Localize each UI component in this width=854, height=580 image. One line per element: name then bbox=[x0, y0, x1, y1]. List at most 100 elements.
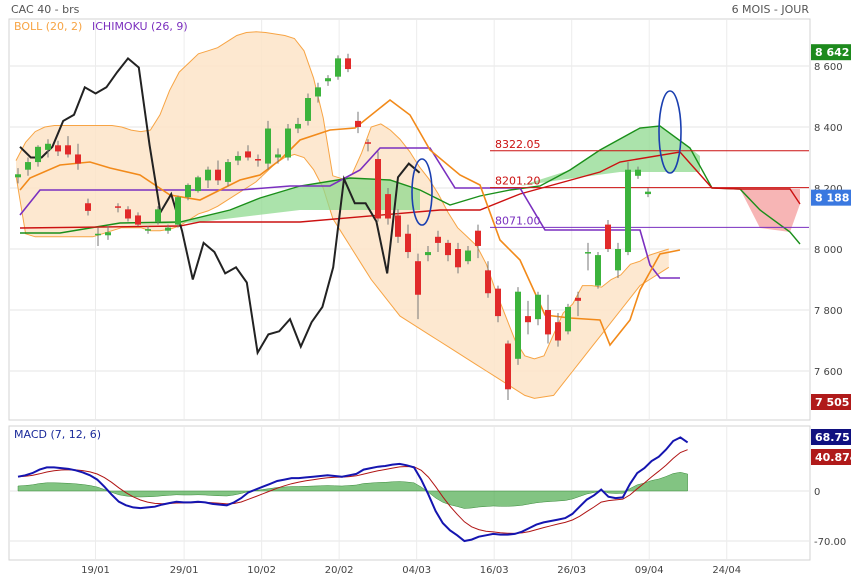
x-tick-label: 19/01 bbox=[81, 565, 110, 576]
candle-body bbox=[645, 191, 651, 195]
candle-body bbox=[155, 209, 161, 222]
candle-body bbox=[505, 343, 511, 390]
candle-body bbox=[475, 230, 481, 246]
price-series bbox=[19, 56, 421, 356]
level-label: 8071.00 bbox=[495, 214, 541, 227]
candle-body bbox=[525, 316, 531, 323]
candle-body bbox=[425, 252, 431, 256]
x-tick-label: 20/02 bbox=[325, 565, 354, 576]
candle-body bbox=[115, 206, 121, 208]
candle-body bbox=[45, 143, 51, 150]
candle-body bbox=[255, 159, 261, 161]
candle-body bbox=[405, 233, 411, 253]
value-tags: 8 642 8 188 7 505 68.75 40.874 bbox=[811, 44, 854, 465]
candle-body bbox=[205, 169, 211, 181]
x-tick-label: 09/04 bbox=[635, 565, 664, 576]
y-tick-label: 7 600 bbox=[814, 367, 843, 378]
candle-body bbox=[595, 255, 601, 286]
candle-body bbox=[575, 297, 581, 301]
tenkan-sen bbox=[19, 98, 681, 347]
candle-body bbox=[175, 197, 181, 225]
candle-body bbox=[295, 123, 301, 129]
candle-body bbox=[355, 120, 361, 127]
y-tick-label: 8 200 bbox=[814, 184, 843, 195]
candle-body bbox=[385, 194, 391, 219]
macd-signal-line bbox=[17, 449, 688, 534]
candle-body bbox=[65, 145, 71, 155]
candle-body bbox=[225, 162, 231, 182]
price-line bbox=[19, 56, 421, 356]
tag-macd-bg bbox=[811, 429, 851, 445]
price-levels: 8322.05 8201.20 8071.00 bbox=[490, 138, 809, 228]
candle-body bbox=[85, 203, 91, 211]
candle-body bbox=[375, 159, 381, 219]
candle-body bbox=[565, 306, 571, 332]
candle-body bbox=[235, 155, 241, 161]
candle-body bbox=[135, 215, 141, 225]
candle-body bbox=[435, 236, 441, 243]
bollinger-lower bbox=[15, 153, 670, 399]
x-tick-label: 24/04 bbox=[712, 565, 741, 576]
macd-histogram bbox=[17, 472, 688, 509]
period-label: 6 MOIS - JOUR bbox=[732, 3, 810, 16]
candle-body bbox=[485, 270, 491, 294]
candle-body bbox=[395, 215, 401, 237]
candle-body bbox=[265, 128, 271, 164]
candle-body bbox=[95, 233, 101, 236]
candle-body bbox=[185, 184, 191, 198]
tag-low: 7 505 bbox=[815, 396, 849, 409]
macd-y-tick-label: -70.00 bbox=[814, 537, 846, 548]
candle-body bbox=[535, 294, 541, 320]
x-tick-label: 04/03 bbox=[402, 565, 431, 576]
tag-signal: 40.874 bbox=[815, 451, 854, 464]
candle-body bbox=[75, 154, 81, 164]
tag-low-bg bbox=[811, 394, 851, 410]
kumo-green-area bbox=[20, 178, 420, 233]
candle-body bbox=[315, 87, 321, 97]
candle-body bbox=[465, 250, 471, 262]
candle-body bbox=[55, 145, 61, 152]
candle-body bbox=[615, 249, 621, 271]
highlight-ellipse bbox=[658, 90, 682, 174]
axis-labels: 8 600 8 400 8 200 8 000 7 800 7 600 0 -70.00 19/… bbox=[81, 62, 846, 576]
legend-ichimoku[interactable]: ICHIMOKU (26, 9) bbox=[92, 20, 188, 33]
tag-last: 8 188 bbox=[815, 192, 849, 205]
legend-macd[interactable]: MACD (7, 12, 6) bbox=[14, 428, 101, 441]
x-tick-label: 29/01 bbox=[170, 565, 199, 576]
candle-body bbox=[635, 169, 641, 176]
candle-body bbox=[515, 291, 521, 359]
tag-macd: 68.75 bbox=[815, 431, 850, 444]
candle-body bbox=[415, 261, 421, 295]
kijun-sen bbox=[19, 147, 680, 279]
price-panel-frame bbox=[8, 18, 811, 421]
candle-body bbox=[495, 288, 501, 317]
y-tick-label: 8 400 bbox=[814, 123, 843, 134]
candle-body bbox=[105, 232, 111, 236]
candle-body bbox=[585, 252, 591, 254]
highlight-ellipse bbox=[411, 158, 433, 226]
candle-body bbox=[245, 151, 251, 158]
candle-body bbox=[165, 227, 171, 231]
ichimoku-cloud bbox=[19, 98, 801, 347]
candle-body bbox=[35, 146, 41, 163]
tag-signal-bg bbox=[811, 449, 851, 465]
x-tick-label: 16/03 bbox=[480, 565, 509, 576]
level-label: 8201.20 bbox=[495, 175, 541, 188]
candle-body bbox=[605, 224, 611, 249]
highlight-ellipses bbox=[411, 90, 682, 226]
candle-body bbox=[335, 58, 341, 77]
macd-panel-frame bbox=[8, 425, 811, 561]
kumo-green-area bbox=[520, 126, 700, 186]
legend-boll[interactable]: BOLL (20, 2) bbox=[14, 20, 82, 33]
y-tick-label: 8 000 bbox=[814, 245, 843, 256]
candle-body bbox=[25, 162, 31, 170]
candle-body bbox=[305, 98, 311, 121]
tag-last-bg bbox=[811, 189, 851, 206]
candle-body bbox=[285, 128, 291, 158]
candle-body bbox=[15, 174, 21, 178]
macd-y-tick-label: 0 bbox=[814, 487, 820, 498]
candle-body bbox=[215, 169, 221, 181]
bollinger-fill bbox=[16, 31, 669, 399]
y-tick-label: 8 600 bbox=[814, 62, 843, 73]
